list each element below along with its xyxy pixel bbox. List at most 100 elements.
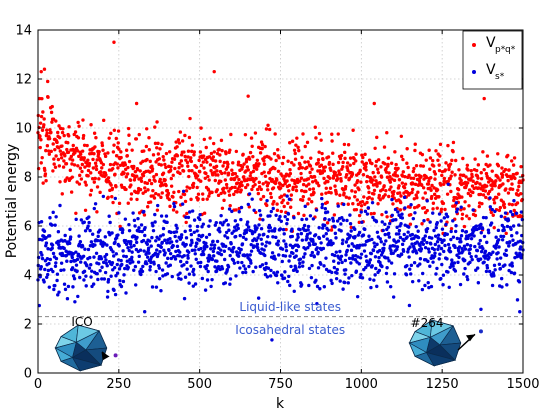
data-point: [44, 148, 48, 153]
data-point: [82, 143, 87, 147]
data-point: [449, 237, 453, 242]
data-point: [244, 185, 248, 190]
data-point: [396, 239, 401, 243]
cluster-facet: [71, 356, 103, 372]
data-point: [342, 191, 346, 196]
data-point: [259, 237, 263, 241]
data-point: [86, 224, 90, 228]
data-point: [307, 266, 312, 271]
data-point: [457, 251, 461, 255]
data-point: [374, 266, 378, 271]
data-point: [432, 164, 436, 168]
data-point: [376, 202, 380, 206]
data-point: [341, 218, 346, 222]
data-point: [451, 264, 455, 268]
data-point: [165, 220, 169, 225]
data-point: [469, 168, 473, 173]
data-point: [238, 233, 242, 238]
legend-marker: [472, 43, 476, 47]
data-point: [217, 226, 221, 231]
data-point: [262, 232, 266, 237]
data-point: [280, 247, 285, 251]
data-point: [113, 196, 118, 201]
data-point: [187, 168, 191, 173]
data-point: [469, 236, 474, 241]
data-point: [305, 236, 309, 240]
data-point: [423, 191, 427, 195]
data-point: [495, 257, 499, 261]
data-point: [434, 226, 438, 230]
data-point: [506, 178, 510, 183]
data-point: [517, 184, 521, 189]
data-point: [485, 154, 490, 158]
data-point: [347, 256, 352, 261]
data-point: [488, 205, 493, 209]
data-point: [106, 195, 110, 200]
data-point: [122, 171, 126, 175]
data-point: [380, 220, 384, 224]
data-point: [178, 130, 183, 134]
data-point: [219, 252, 224, 257]
data-point: [389, 185, 393, 189]
data-point: [375, 184, 379, 188]
data-point: [418, 257, 423, 261]
data-point: [285, 217, 290, 222]
data-point: [467, 216, 471, 221]
data-point: [177, 254, 182, 258]
data-point: [385, 131, 389, 135]
data-point: [183, 154, 187, 159]
data-point: [107, 214, 111, 218]
data-point: [520, 197, 525, 202]
data-point: [384, 166, 388, 171]
arrow-head: [465, 334, 475, 342]
data-point: [62, 246, 66, 251]
data-point: [111, 200, 115, 205]
data-point: [203, 176, 207, 180]
data-point: [206, 188, 211, 192]
data-point: [514, 211, 519, 215]
data-point: [148, 264, 152, 269]
data-point: [329, 228, 334, 232]
data-point: [333, 170, 338, 175]
data-point: [170, 160, 174, 164]
data-point: [177, 166, 181, 170]
data-point: [441, 201, 446, 206]
data-point: [51, 210, 55, 215]
data-point: [81, 136, 86, 140]
data-point: [339, 229, 343, 233]
data-point: [300, 198, 305, 202]
data-point: [207, 194, 211, 198]
data-point: [293, 157, 298, 161]
data-point: [343, 150, 347, 155]
data-point: [439, 183, 443, 187]
data-point: [433, 242, 438, 247]
y-tick-label: 12: [15, 73, 32, 88]
data-point: [62, 133, 66, 138]
data-point: [134, 283, 138, 287]
data-point: [151, 224, 155, 228]
data-point: [68, 235, 73, 239]
data-point: [155, 120, 159, 124]
data-point: [348, 213, 352, 217]
data-point: [135, 235, 139, 240]
data-point: [498, 205, 503, 210]
data-point: [370, 161, 374, 166]
data-point: [101, 162, 106, 167]
data-point: [360, 276, 365, 280]
data-point: [130, 255, 134, 259]
data-point: [479, 231, 483, 235]
data-point: [149, 181, 154, 186]
data-point: [387, 194, 391, 199]
data-point: [147, 178, 152, 183]
data-point: [385, 215, 389, 219]
data-point: [236, 254, 241, 258]
data-point: [421, 164, 426, 168]
data-point: [236, 160, 241, 164]
data-point: [331, 162, 335, 167]
y-tick-label: 14: [15, 24, 32, 39]
data-point: [294, 143, 298, 147]
data-point: [183, 229, 187, 234]
data-point: [471, 190, 475, 195]
data-point: [322, 264, 326, 268]
data-point: [278, 214, 282, 219]
